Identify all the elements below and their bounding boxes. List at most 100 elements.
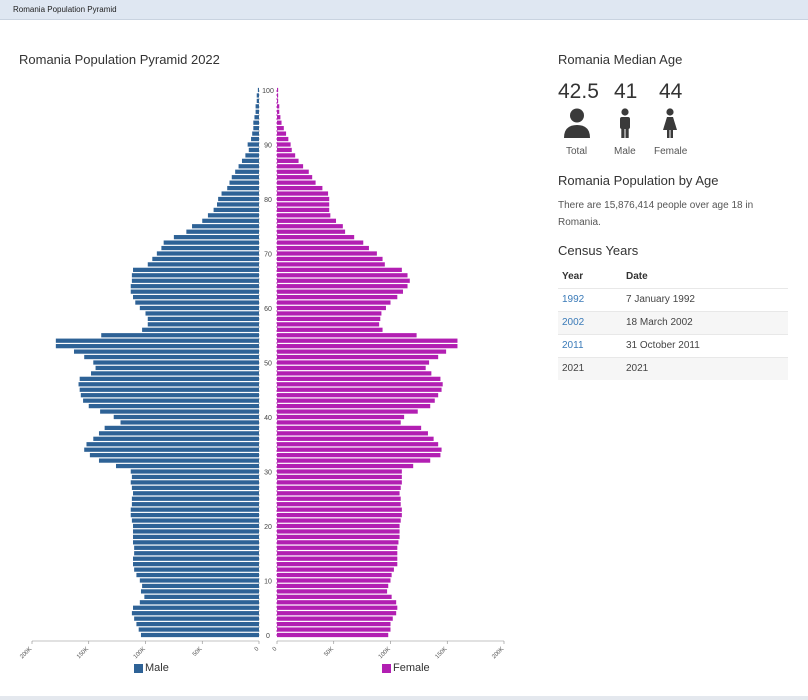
census-year-link[interactable]: 2011 — [562, 340, 584, 351]
age-tick-label: 100 — [262, 88, 274, 95]
male-bar — [145, 311, 259, 316]
male-bar — [136, 572, 259, 578]
male-bar — [84, 447, 260, 452]
female-bar — [277, 589, 388, 594]
age-tick-label: 50 — [264, 361, 272, 368]
female-bar — [277, 109, 280, 114]
female-bar — [277, 414, 405, 420]
female-value-tick-label: 200K — [491, 646, 505, 660]
male-bar — [251, 136, 259, 142]
male-bar — [98, 458, 259, 463]
male-bar — [156, 251, 259, 256]
legend-male[interactable]: Male — [134, 662, 169, 674]
female-bar — [277, 540, 399, 545]
legend-male-swatch — [134, 663, 143, 673]
female-bar — [277, 578, 391, 583]
male-bar — [100, 409, 259, 414]
female-bar — [277, 632, 389, 638]
census-col-year: Year — [562, 271, 584, 283]
male-bar — [83, 398, 259, 403]
male-bar — [217, 202, 259, 207]
female-bar — [277, 333, 417, 338]
male-bar — [147, 316, 259, 322]
female-value-tick-label: 150K — [435, 646, 449, 660]
female-bar — [277, 175, 313, 180]
female-bar — [277, 142, 291, 147]
male-bar — [161, 245, 259, 251]
female-bar — [277, 147, 292, 153]
female-bar — [277, 463, 414, 469]
female-bar — [277, 322, 380, 327]
median-female-label: Female — [654, 146, 688, 157]
legend-female[interactable]: Female — [382, 662, 430, 674]
male-value-tick-label: 150K — [76, 646, 90, 660]
female-bar — [277, 120, 282, 125]
male-bar — [221, 191, 259, 196]
male-bar — [140, 632, 259, 638]
age-tick-label: 90 — [264, 143, 272, 150]
female-bar — [277, 365, 426, 371]
census-date: 31 October 2011 — [622, 333, 788, 357]
male-bar — [130, 284, 259, 289]
female-bar — [277, 316, 381, 322]
male-bar — [213, 207, 259, 213]
female-bar — [277, 393, 439, 398]
legend-female-label: Female — [393, 662, 430, 674]
male-bar — [218, 196, 259, 202]
male-bar — [255, 109, 259, 114]
male-bar — [133, 529, 259, 534]
female-bar — [277, 191, 329, 196]
chart-title: Romania Population Pyramid 2022 — [19, 52, 220, 67]
female-bar — [277, 611, 397, 616]
median-female-value: 44 — [659, 80, 683, 103]
female-icon — [663, 108, 677, 138]
female-bar — [277, 507, 402, 512]
male-bar — [91, 371, 260, 376]
male-bar — [131, 485, 259, 490]
male-bar — [131, 518, 259, 523]
age-tick-label: 80 — [264, 197, 272, 204]
female-bar — [277, 115, 281, 120]
female-bar — [277, 284, 408, 289]
female-bar — [277, 164, 304, 169]
male-bar — [163, 240, 259, 245]
male-bar — [192, 224, 259, 229]
male-bar — [257, 87, 259, 93]
male-bar — [133, 534, 259, 540]
female-bar — [277, 98, 279, 104]
male-bar — [134, 616, 259, 621]
female-bar — [277, 382, 443, 387]
female-bar — [277, 202, 330, 207]
female-bar — [277, 93, 279, 98]
legend-female-swatch — [382, 663, 391, 673]
male-icon — [620, 108, 630, 138]
male-value-tick-label: 0 — [254, 646, 261, 653]
female-bar — [277, 387, 442, 392]
male-bar — [139, 578, 259, 583]
male-bar — [101, 333, 259, 338]
female-bar — [277, 562, 398, 567]
male-bar — [245, 153, 259, 158]
census-col-date: Date — [626, 271, 648, 283]
male-bar — [238, 164, 259, 169]
male-bar — [78, 382, 259, 387]
female-bar — [277, 185, 323, 191]
female-bar — [277, 207, 330, 213]
age-tick-label: 0 — [266, 633, 270, 640]
window-bottom-edge — [0, 696, 808, 700]
female-bar — [277, 376, 441, 381]
male-bar — [252, 131, 259, 136]
census-year-link[interactable]: 1992 — [562, 294, 585, 305]
male-bar — [142, 327, 259, 332]
male-bar — [55, 344, 260, 349]
male-bar — [173, 235, 259, 240]
male-bar — [235, 169, 259, 174]
census-year-link[interactable]: 2002 — [562, 317, 585, 328]
age-tick-label: 20 — [264, 524, 272, 531]
male-bar — [130, 469, 259, 474]
male-bar — [227, 185, 259, 191]
female-bar — [277, 442, 439, 447]
female-bar — [277, 180, 316, 185]
male-bar — [133, 491, 259, 496]
male-bar — [247, 142, 259, 147]
